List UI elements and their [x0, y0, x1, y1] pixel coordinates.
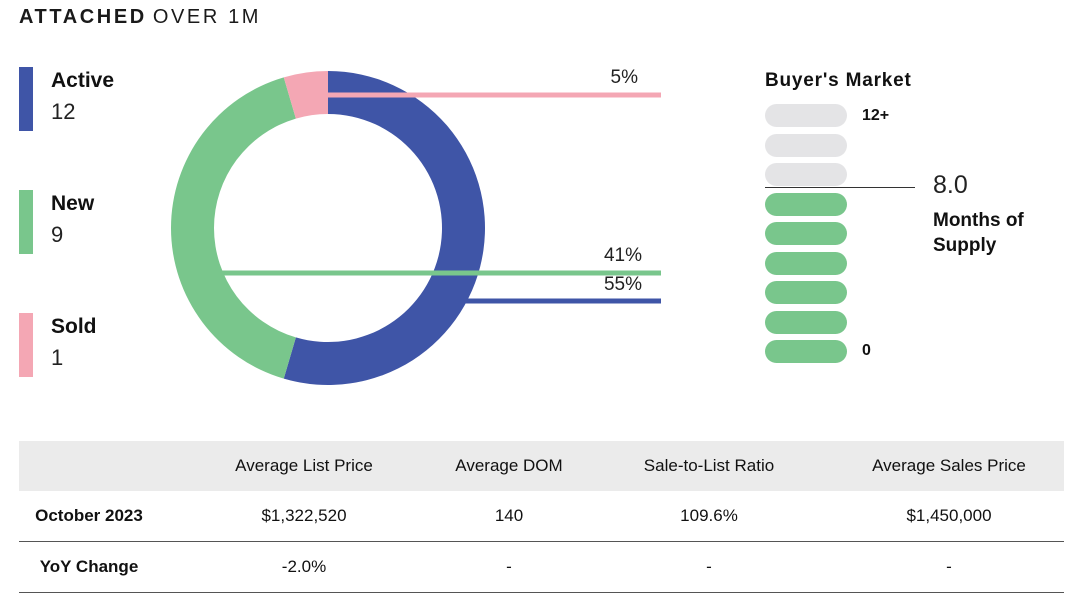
supply-pill-empty: [765, 104, 847, 127]
supply-marker-line: [765, 187, 915, 188]
months-of-supply-label: Months of Supply: [933, 210, 1024, 256]
table-row: YoY Change -2.0% - - -: [19, 542, 1064, 593]
scale-top-label: 12+: [862, 107, 890, 124]
cell-avg-sales-price: $1,450,000: [906, 506, 992, 525]
title-light: OVER 1M: [152, 6, 262, 28]
header-avg-sales-price: Average Sales Price: [872, 456, 1026, 475]
row-label: October 2023: [35, 506, 143, 525]
pct-label-new: 41%: [603, 245, 642, 266]
row-label: YoY Change: [39, 557, 139, 576]
pct-label-sold: 5%: [610, 67, 638, 88]
legend-swatch-active: [19, 67, 33, 131]
buyers-market-title: Buyer's Market: [765, 70, 912, 91]
cell-sale-to-list: -: [706, 557, 712, 576]
supply-pill-filled: [765, 251, 847, 275]
header-avg-list-price: Average List Price: [235, 456, 373, 475]
cell-avg-sales-price: -: [946, 557, 952, 576]
cell-avg-list-price: -2.0%: [281, 557, 327, 576]
header-avg-dom: Average DOM: [455, 456, 563, 475]
legend-label-sold: Sold: [51, 315, 97, 338]
cell-avg-list-price: $1,322,520: [261, 506, 347, 525]
legend-label-active: Active: [51, 69, 115, 92]
legend-swatch-sold: [19, 313, 33, 377]
donut-slice-active: [283, 71, 485, 385]
donut-chart: [170, 71, 661, 385]
donut-slice-sold: [283, 71, 328, 119]
supply-pill-empty: [765, 133, 847, 157]
supply-pill-filled: [765, 222, 847, 245]
scale-bottom-label: 0: [862, 342, 871, 359]
supply-pill-empty: [765, 163, 847, 186]
legend-value-new: 9: [51, 222, 64, 247]
page-title: ATTACHED OVER 1M: [19, 6, 261, 29]
cell-avg-dom: 140: [494, 506, 524, 525]
legend-value-sold: 1: [51, 345, 64, 370]
leader-lines: [222, 92, 661, 304]
cell-sale-to-list: 109.6%: [680, 506, 738, 525]
stats-table: Average List Price Average DOM Sale-to-L…: [19, 441, 1064, 593]
table-header: Average List Price Average DOM Sale-to-L…: [19, 441, 1064, 491]
donut-slices: [170, 71, 485, 385]
donut-slice-new: [170, 77, 296, 379]
supply-pill-filled: [765, 192, 847, 216]
header-sale-to-list: Sale-to-List Ratio: [643, 456, 775, 475]
cell-avg-dom: -: [506, 557, 512, 576]
legend-label-new: New: [51, 192, 95, 215]
supply-pill-filled: [765, 340, 847, 363]
title-bold: ATTACHED: [19, 6, 147, 28]
months-of-supply-value: 8.0: [933, 171, 968, 199]
supply-pill-filled: [765, 310, 847, 334]
legend-swatch-new: [19, 190, 33, 254]
legend-value-active: 12: [51, 99, 76, 124]
supply-pill-filled: [765, 281, 847, 304]
table-row: October 2023 $1,322,520 140 109.6% $1,45…: [19, 491, 1064, 542]
pct-label-active: 55%: [603, 274, 642, 295]
